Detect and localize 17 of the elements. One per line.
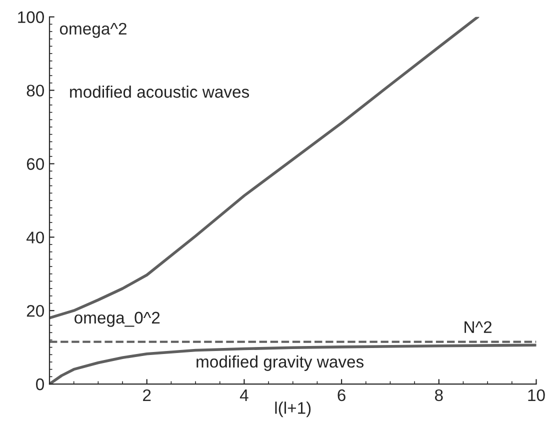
x-axis-title: l(l+1) [275,402,311,418]
y-tick-label: 20 [26,304,44,317]
annotation: modified gravity waves [196,355,364,371]
y-tick-label: 40 [26,232,44,244]
y-tick-label: 60 [26,158,44,170]
y-tick-label: 0 [36,378,44,390]
x-tick-label: 10 [528,389,545,402]
ref-line-label: N^2 [464,321,492,333]
x-tick-label: 2 [143,389,151,401]
annotation: modified acoustic waves [70,86,250,98]
x-tick-label: 6 [338,389,346,402]
y-tick-label: 100 [18,11,44,24]
x-tick-label: 4 [240,389,248,401]
y-tick-label: 80 [26,84,44,97]
x-tick-label: 8 [434,389,443,402]
annotation: omega_0^2 [74,312,160,327]
y-axis-title: omega^2 [60,22,126,38]
